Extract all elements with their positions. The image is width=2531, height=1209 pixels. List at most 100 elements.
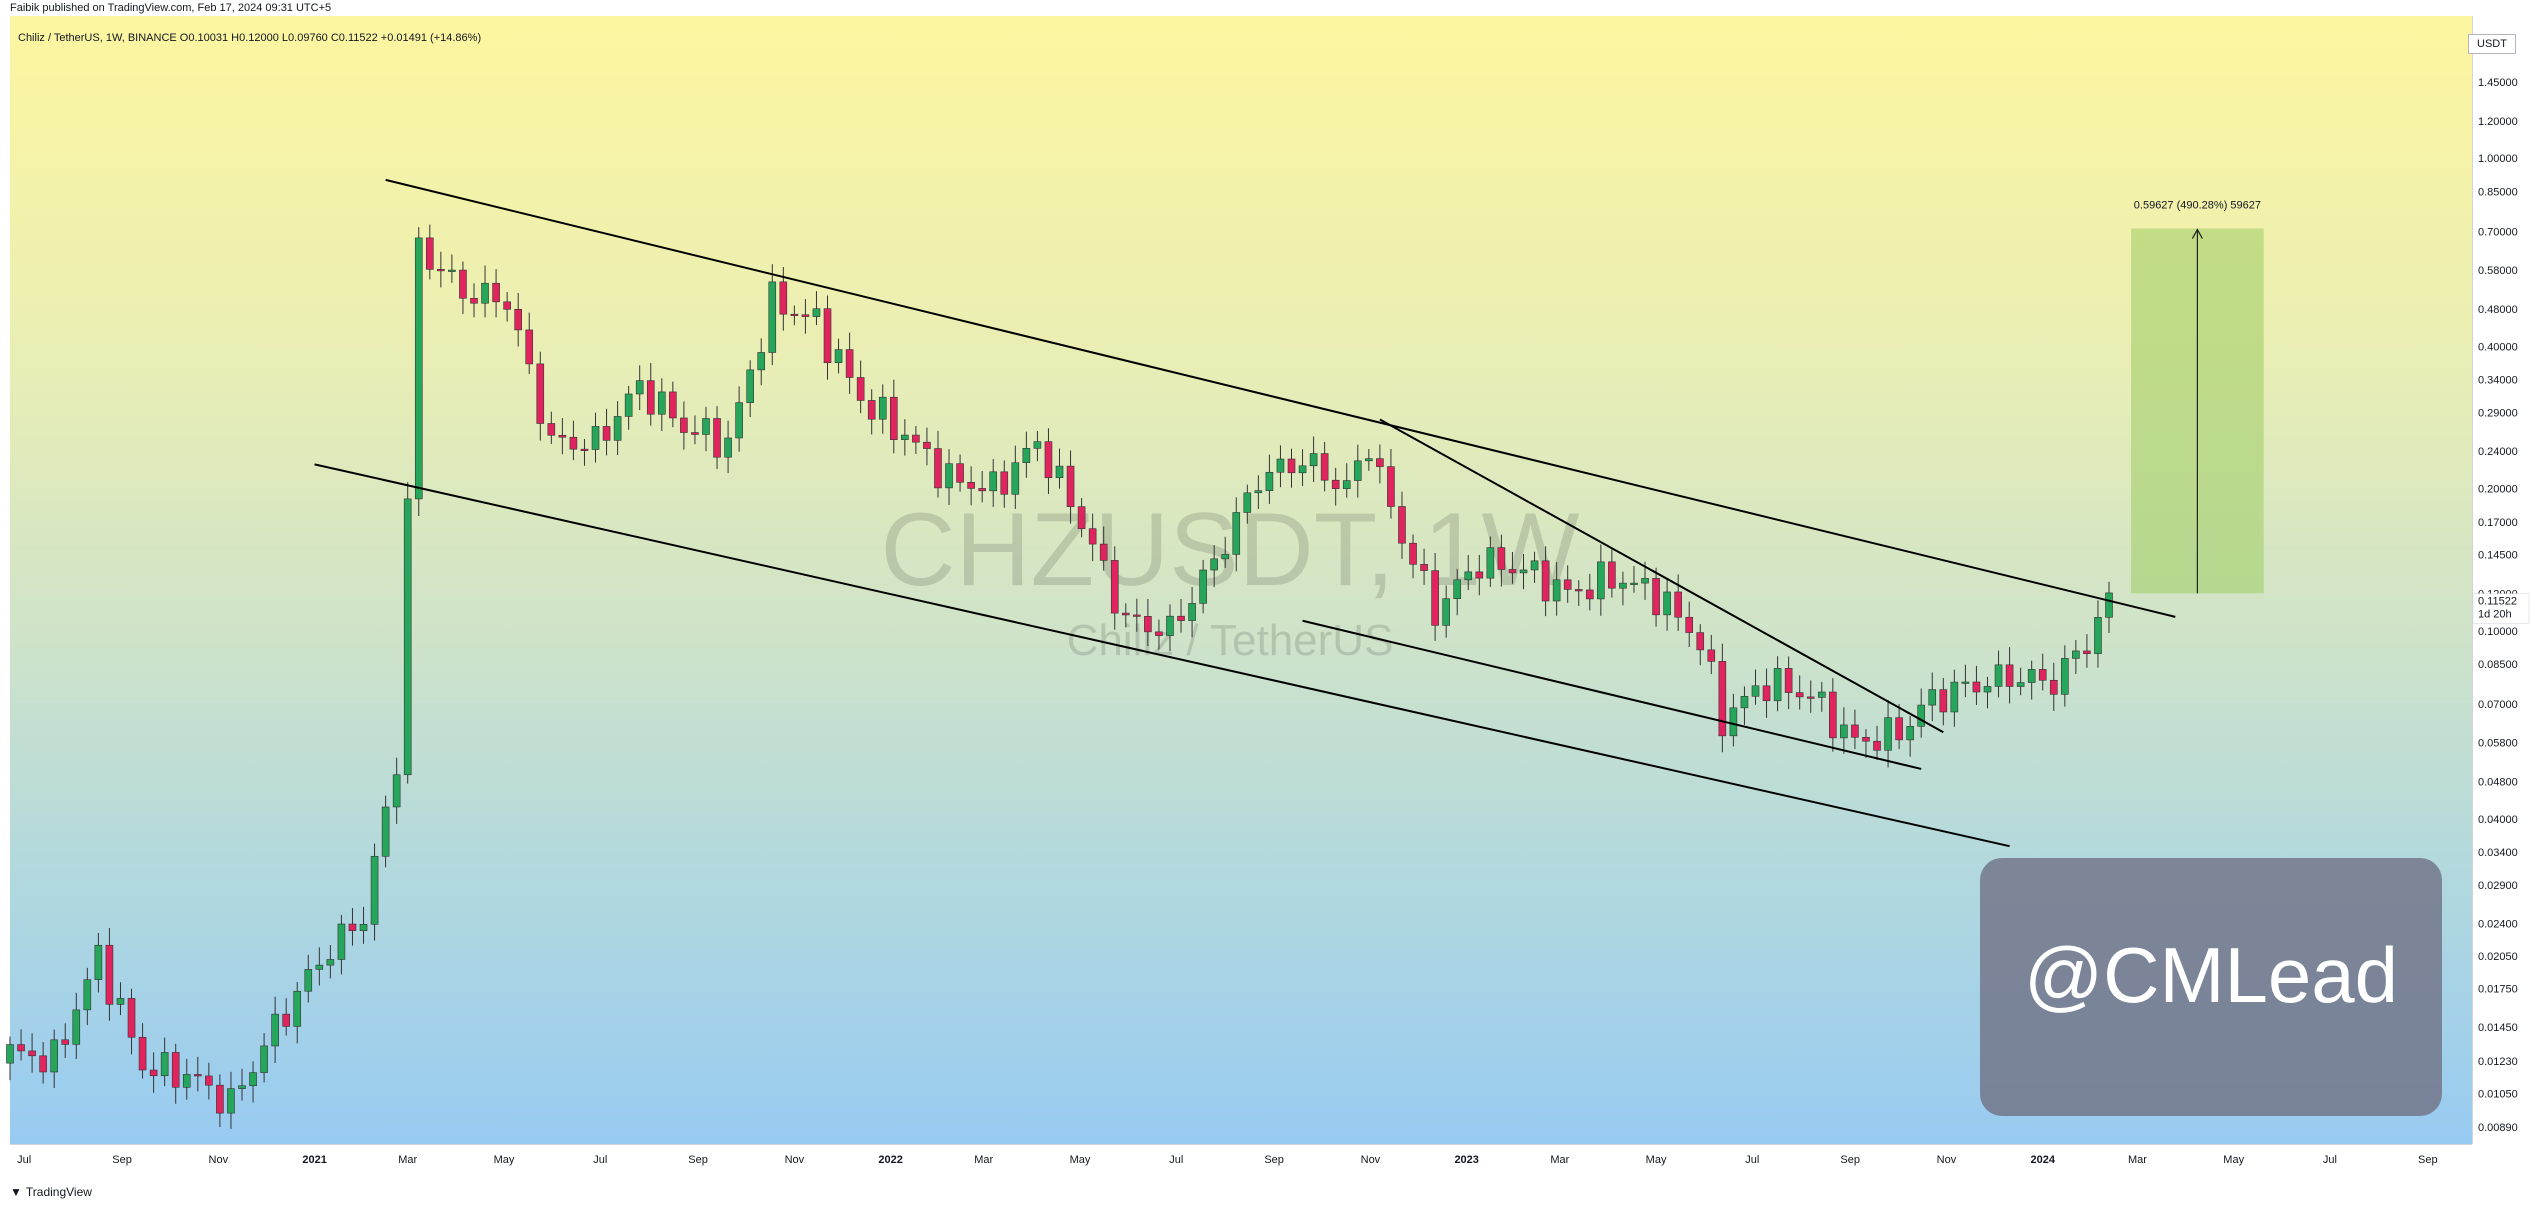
candle-down (669, 391, 677, 419)
candle-up (702, 418, 710, 435)
time-axis[interactable] (10, 1144, 2472, 1175)
candle-down (1939, 689, 1948, 713)
price-tick-label: 0.34000 (2478, 375, 2518, 387)
candle-down (691, 432, 699, 435)
candle-up (249, 1072, 257, 1087)
candle-down (790, 313, 799, 316)
price-tick-label: 0.01050 (2478, 1088, 2518, 1100)
price-tick-label: 0.02900 (2478, 880, 2518, 892)
candle-down (39, 1055, 47, 1073)
trendline-channel-top (385, 178, 2176, 618)
currency-button[interactable]: USDT (2468, 34, 2516, 54)
candle-down (923, 441, 931, 449)
symbol-legend: Chiliz / TetherUS, 1W, BINANCE O0.10031 … (18, 32, 482, 44)
candle-down (1398, 506, 1406, 544)
candle-down (1707, 649, 1716, 662)
candle-up (1630, 582, 1638, 585)
price-tick-label: 0.40000 (2478, 341, 2518, 353)
candle-down (1287, 458, 1296, 474)
candle-down (1044, 441, 1053, 479)
candle-up (901, 434, 909, 440)
candle-down (105, 944, 114, 1005)
publish-text: Faibik published on TradingView.com, Feb… (10, 2, 332, 14)
tradingview-logo[interactable]: ▼ TradingView (10, 1185, 92, 1199)
candle-down (282, 1013, 290, 1027)
price-tick-label: 0.24000 (2478, 446, 2518, 458)
time-tick-label: Sep (688, 1154, 708, 1166)
candle-down (1144, 616, 1152, 633)
candle-up (448, 269, 456, 272)
candle-up (1210, 558, 1218, 571)
price-tick-label: 0.85000 (2478, 187, 2518, 199)
candle-down (1563, 579, 1572, 590)
candle-down (1608, 561, 1616, 589)
price-tick-label: 0.08500 (2478, 659, 2518, 671)
price-tick-label: 0.58000 (2478, 265, 2518, 277)
time-tick-label: Sep (2418, 1154, 2438, 1166)
candle-down (1541, 560, 1550, 602)
candle-up (1751, 685, 1760, 697)
time-tick-label: 2021 (302, 1154, 326, 1166)
price-axis[interactable] (2472, 16, 2531, 1144)
candle-down (1121, 612, 1130, 616)
candle-down (1873, 740, 1881, 751)
time-tick-label: Jul (1745, 1154, 1759, 1166)
name-watermark: Chiliz / TetherUS (1067, 616, 1394, 665)
candle-up (94, 944, 103, 980)
candle-down (1574, 589, 1583, 592)
time-tick-label: Nov (785, 1154, 805, 1166)
candle-up (304, 969, 313, 992)
candle-up (2061, 658, 2069, 695)
candle-up (1055, 465, 1064, 479)
candle-up (812, 308, 821, 317)
candle-up (746, 369, 754, 403)
candle-up (1342, 480, 1351, 489)
price-tick-label: 1.45000 (2478, 77, 2518, 89)
time-tick-label: Sep (1264, 1154, 1284, 1166)
candle-down (889, 396, 898, 440)
candle-up (1840, 724, 1848, 739)
candle-up (768, 281, 777, 353)
candle-down (1696, 632, 1705, 651)
candle-up (1221, 554, 1230, 560)
candle-up (1033, 441, 1042, 449)
candle-up (315, 964, 324, 970)
candle-up (1773, 668, 1782, 702)
target-label: 0.59627 (490.28%) 59627 (2134, 200, 2261, 212)
trendline-channel-bottom (314, 463, 2010, 848)
candle-down (845, 349, 854, 378)
candle-down (1110, 560, 1119, 614)
price-tick-label: 1.20000 (2478, 116, 2518, 128)
candle-up (83, 979, 92, 1011)
candle-down (680, 417, 688, 433)
candle-up (1530, 560, 1539, 571)
candle-up (260, 1045, 268, 1073)
candle-up (1961, 681, 1970, 684)
candle-up (414, 237, 423, 500)
candle-up (481, 282, 489, 304)
candle-down (713, 418, 721, 458)
candle-down (1795, 692, 1804, 698)
candle-down (1862, 737, 1870, 742)
candle-down (1972, 681, 1981, 693)
candle-up (337, 923, 346, 960)
candle-up (1994, 664, 2003, 687)
candle-up (1917, 704, 1926, 727)
candle-down (1851, 724, 1859, 738)
candle-up (2094, 617, 2102, 654)
candle-down (2083, 650, 2091, 654)
price-tick-label: 0.03400 (2478, 847, 2518, 859)
candle-down (558, 434, 567, 438)
price-tick-label: 0.20000 (2478, 484, 2518, 496)
candle-up (624, 393, 633, 417)
candle-down (2038, 669, 2047, 681)
candle-up (370, 855, 379, 925)
price-tick-label: 0.29000 (2478, 407, 2518, 419)
candle-up (1464, 571, 1473, 581)
candle-up (1983, 686, 1992, 693)
candle-up (326, 959, 335, 966)
candle-down (17, 1044, 25, 1052)
candle-down (801, 314, 810, 317)
candle-up (1309, 453, 1318, 467)
